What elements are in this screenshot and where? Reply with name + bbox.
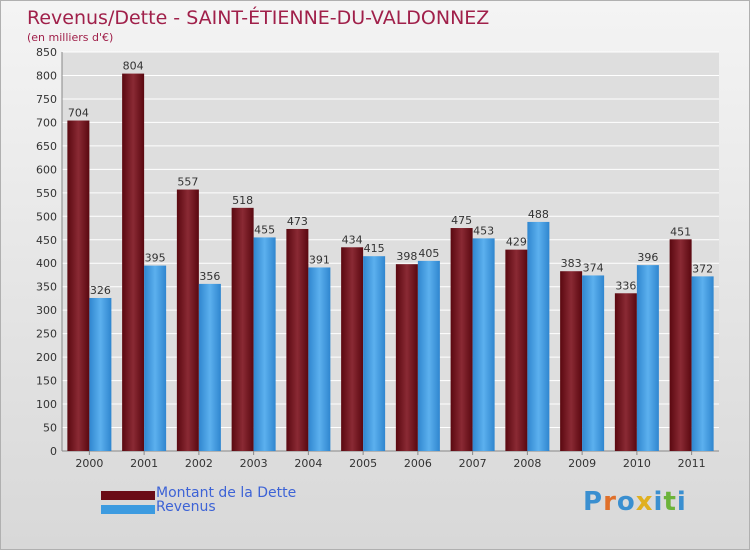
data-label-revenus: 453 — [473, 224, 494, 237]
bar-revenus — [308, 267, 331, 451]
data-label-dette: 704 — [68, 107, 89, 120]
x-tick-label: 2007 — [459, 457, 487, 470]
bar-dette — [450, 228, 473, 451]
x-tick-label: 2011 — [678, 457, 706, 470]
data-label-revenus: 372 — [692, 262, 713, 275]
bar-revenus — [144, 265, 167, 451]
bar-dette — [505, 249, 528, 451]
y-tick-label: 500 — [36, 210, 57, 223]
bar-dette — [286, 228, 309, 451]
y-tick-label: 750 — [36, 93, 57, 106]
x-tick-label: 2008 — [513, 457, 541, 470]
data-label-revenus: 415 — [364, 242, 385, 255]
bar-revenus — [582, 275, 605, 451]
data-label-dette: 434 — [342, 233, 363, 246]
bar-dette — [231, 207, 254, 451]
y-tick-label: 250 — [36, 328, 57, 341]
legend-label-revenus: Revenus — [156, 499, 216, 515]
y-tick-label: 50 — [43, 422, 57, 435]
bar-dette — [67, 120, 90, 451]
x-tick-label: 2003 — [240, 457, 268, 470]
x-tick-label: 2004 — [294, 457, 322, 470]
logo-letter: r — [603, 487, 617, 517]
logo-letter: o — [616, 487, 636, 517]
legend-swatch-dette — [101, 491, 155, 500]
bar-revenus — [636, 265, 659, 451]
data-label-revenus: 488 — [528, 208, 549, 221]
x-tick-label: 2002 — [185, 457, 213, 470]
data-label-revenus: 396 — [637, 251, 658, 264]
y-tick-label: 450 — [36, 234, 57, 247]
data-label-revenus: 455 — [254, 223, 275, 236]
chart-subtitle: (en milliers d'€) — [27, 31, 114, 44]
data-label-dette: 429 — [506, 236, 527, 249]
data-label-dette: 473 — [287, 215, 308, 228]
data-label-revenus: 326 — [90, 284, 111, 297]
bar-dette — [122, 73, 145, 451]
bar-dette — [560, 271, 583, 451]
x-tick-label: 2010 — [623, 457, 651, 470]
bar-revenus — [89, 297, 112, 451]
data-label-dette: 518 — [232, 194, 253, 207]
chart-title: Revenus/Dette - SAINT-ÉTIENNE-DU-VALDONN… — [27, 7, 490, 29]
y-tick-label: 600 — [36, 163, 57, 176]
logo-letter: P — [583, 487, 604, 517]
y-tick-label: 150 — [36, 375, 57, 388]
x-tick-label: 2000 — [75, 457, 103, 470]
logo-letter: t — [663, 487, 677, 517]
logo-letter: i — [676, 487, 687, 517]
y-tick-label: 100 — [36, 398, 57, 411]
bar-revenus — [363, 256, 386, 451]
proxiti-logo: Proxiti — [583, 487, 687, 517]
bar-revenus — [472, 238, 495, 451]
bar-revenus — [691, 276, 714, 451]
y-tick-label: 650 — [36, 140, 57, 153]
logo-letter: i — [653, 487, 664, 517]
y-tick-label: 850 — [36, 46, 57, 59]
data-label-revenus: 395 — [145, 252, 166, 265]
data-label-dette: 557 — [177, 176, 198, 189]
logo-letter: x — [635, 487, 654, 517]
data-label-dette: 451 — [670, 225, 691, 238]
y-tick-label: 400 — [36, 257, 57, 270]
legend-label-dette: Montant de la Dette — [156, 485, 297, 501]
data-label-revenus: 405 — [418, 247, 439, 260]
x-tick-label: 2001 — [130, 457, 158, 470]
data-label-dette: 336 — [615, 279, 636, 292]
bar-dette — [395, 264, 418, 451]
bar-dette — [614, 293, 637, 451]
y-tick-label: 200 — [36, 351, 57, 364]
data-label-revenus: 356 — [199, 270, 220, 283]
x-tick-label: 2009 — [568, 457, 596, 470]
bar-revenus — [417, 260, 440, 451]
data-label-dette: 398 — [396, 250, 417, 263]
data-label-dette: 475 — [451, 214, 472, 227]
bar-dette — [341, 247, 364, 451]
bar-dette — [176, 189, 199, 451]
bar-revenus — [253, 237, 276, 451]
data-label-revenus: 374 — [583, 261, 604, 274]
y-tick-label: 550 — [36, 187, 57, 200]
y-tick-label: 350 — [36, 281, 57, 294]
bar-dette — [669, 239, 692, 451]
plot-area — [62, 52, 719, 451]
bar-revenus — [527, 221, 550, 451]
y-tick-label: 300 — [36, 304, 57, 317]
y-tick-label: 700 — [36, 116, 57, 129]
data-label-dette: 383 — [561, 257, 582, 270]
y-tick-label: 800 — [36, 69, 57, 82]
x-tick-label: 2005 — [349, 457, 377, 470]
x-tick-label: 2006 — [404, 457, 432, 470]
y-tick-label: 0 — [50, 445, 57, 458]
bar-revenus — [198, 283, 221, 451]
data-label-dette: 804 — [123, 60, 144, 73]
data-label-revenus: 391 — [309, 253, 330, 266]
legend-swatch-revenus — [101, 505, 155, 514]
